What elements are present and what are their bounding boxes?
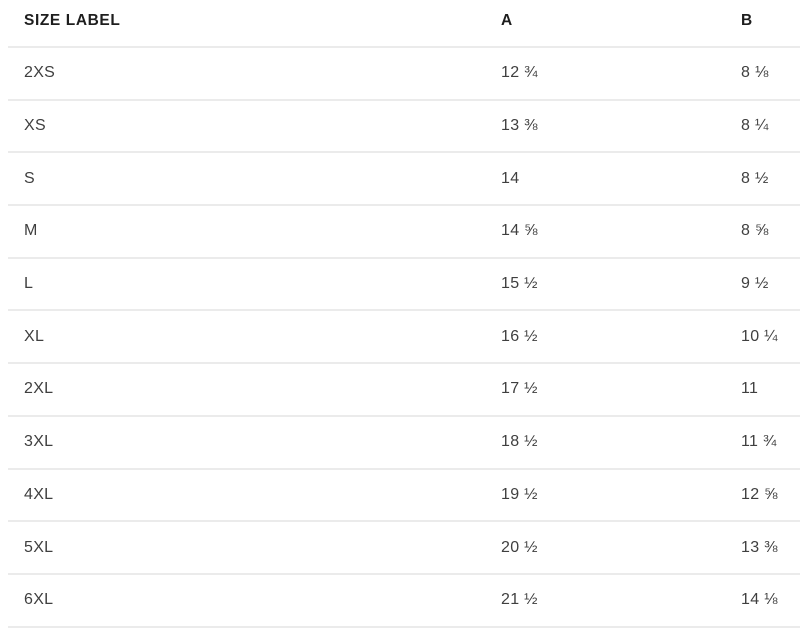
b-value-cell: 14 ⅛ [741, 591, 778, 609]
table-row: M 14 ⅝ 8 ⅝ [8, 206, 800, 259]
size-cell: 6XL [24, 591, 54, 609]
a-value-cell: 20 ½ [501, 538, 538, 556]
table-row: L 15 ½ 9 ½ [8, 259, 800, 312]
a-value-cell: 16 ½ [501, 327, 538, 345]
table-row: 5XL 20 ½ 13 ⅜ [8, 522, 800, 575]
table-row: 6XL 21 ½ 14 ⅛ [8, 575, 800, 628]
b-value-cell: 9 ½ [741, 275, 769, 293]
b-value-cell: 8 ¼ [741, 117, 769, 135]
header-col-a: A [501, 12, 513, 29]
size-cell: L [24, 275, 34, 293]
b-value-cell: 8 ½ [741, 169, 769, 187]
a-value-cell: 14 [501, 169, 520, 187]
b-value-cell: 8 ⅛ [741, 64, 769, 82]
size-cell: S [24, 169, 35, 187]
header-size-label: SIZE LABEL [24, 12, 121, 29]
size-cell: 2XL [24, 380, 54, 398]
header-col-b: B [741, 12, 753, 29]
b-value-cell: 13 ⅜ [741, 538, 778, 556]
size-cell: 5XL [24, 538, 54, 556]
size-cell: 2XS [24, 64, 56, 82]
a-value-cell: 21 ½ [501, 591, 538, 609]
size-cell: 3XL [24, 433, 54, 451]
table-row: 4XL 19 ½ 12 ⅝ [8, 470, 800, 523]
b-value-cell: 11 ¾ [741, 433, 777, 451]
table-row: XL 16 ½ 10 ¼ [8, 311, 800, 365]
a-value-cell: 19 ½ [501, 485, 538, 503]
a-value-cell: 18 ½ [501, 433, 538, 451]
a-value-cell: 15 ½ [501, 275, 538, 293]
a-value-cell: 12 ¾ [501, 64, 538, 82]
size-cell: XL [24, 327, 45, 345]
a-value-cell: 14 ⅝ [501, 222, 538, 240]
size-cell: M [24, 222, 38, 240]
b-value-cell: 11 [741, 380, 759, 398]
size-cell: XS [24, 117, 46, 135]
a-value-cell: 17 ½ [501, 380, 538, 398]
table-row: XS 13 ⅜ 8 ¼ [8, 101, 800, 154]
size-cell: 4XL [24, 485, 54, 503]
table-row: 2XL 17 ½ 11 [8, 364, 800, 417]
table-row: 2XS 12 ¾ 8 ⅛ [8, 48, 800, 101]
table-row: S 14 8 ½ [8, 153, 800, 207]
b-value-cell: 12 ⅝ [741, 485, 778, 503]
table-header-row: SIZE LABEL A B [8, 0, 800, 48]
b-value-cell: 8 ⅝ [741, 222, 769, 240]
size-chart-table: SIZE LABEL A B 2XS 12 ¾ 8 ⅛ XS 13 ⅜ 8 ¼ … [8, 0, 800, 628]
a-value-cell: 13 ⅜ [501, 117, 538, 135]
b-value-cell: 10 ¼ [741, 327, 778, 345]
table-row: 3XL 18 ½ 11 ¾ [8, 417, 800, 470]
